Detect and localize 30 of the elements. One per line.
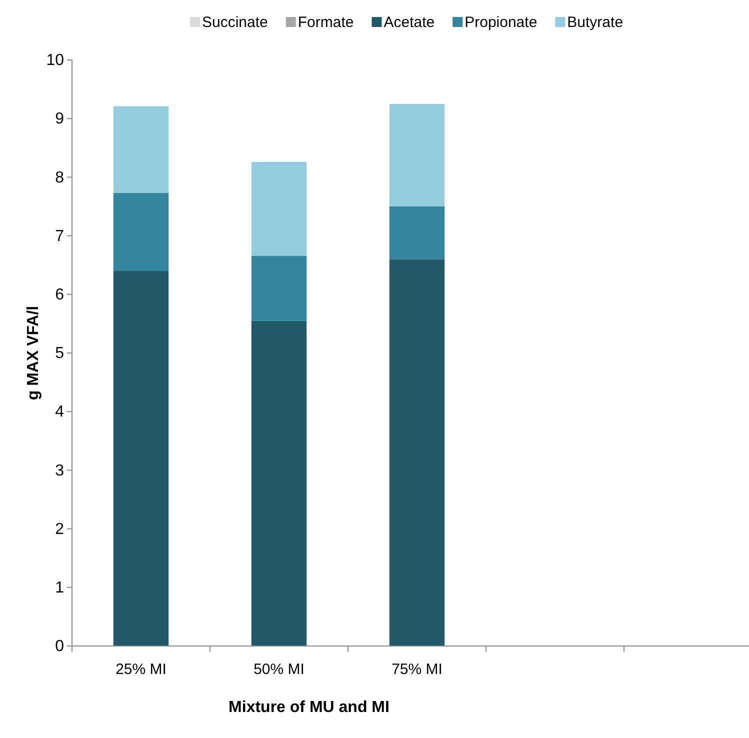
- legend-label: Formate: [298, 14, 354, 31]
- x-tick-label: 75% MI: [392, 661, 442, 678]
- bar: [251, 162, 307, 256]
- y-tick-label: 1: [55, 580, 64, 597]
- bar: [389, 104, 445, 206]
- y-tick-label: 3: [55, 462, 64, 480]
- y-tick-label: 7: [55, 228, 64, 245]
- y-tick-label: 6: [55, 286, 64, 304]
- bar: [113, 270, 169, 646]
- bar: [389, 259, 445, 646]
- bar: [389, 206, 445, 260]
- y-tick-label: 2: [55, 520, 64, 538]
- y-tick-label: 0: [55, 638, 64, 656]
- y-tick-label: 8: [55, 169, 64, 186]
- legend-label: Propionate: [464, 14, 538, 31]
- x-axis-title: Mixture of MU and MI: [228, 699, 390, 716]
- bar: [251, 256, 307, 321]
- x-tick-label: 25% MI: [116, 661, 166, 678]
- bar: [113, 106, 169, 194]
- y-tick-label: 5: [55, 345, 64, 362]
- legend-label: Succinate: [202, 14, 268, 31]
- y-tick-label: 10: [46, 52, 64, 70]
- y-axis-title: g MAX VFA/l: [25, 306, 42, 400]
- bar: [113, 193, 169, 271]
- legend-label: Acetate: [384, 14, 435, 31]
- y-tick-label: 4: [55, 404, 64, 421]
- y-tick-label: 9: [55, 110, 64, 128]
- x-tick-label: 50% MI: [254, 661, 304, 678]
- legend-label: Butyrate: [567, 14, 624, 31]
- bar: [251, 320, 307, 646]
